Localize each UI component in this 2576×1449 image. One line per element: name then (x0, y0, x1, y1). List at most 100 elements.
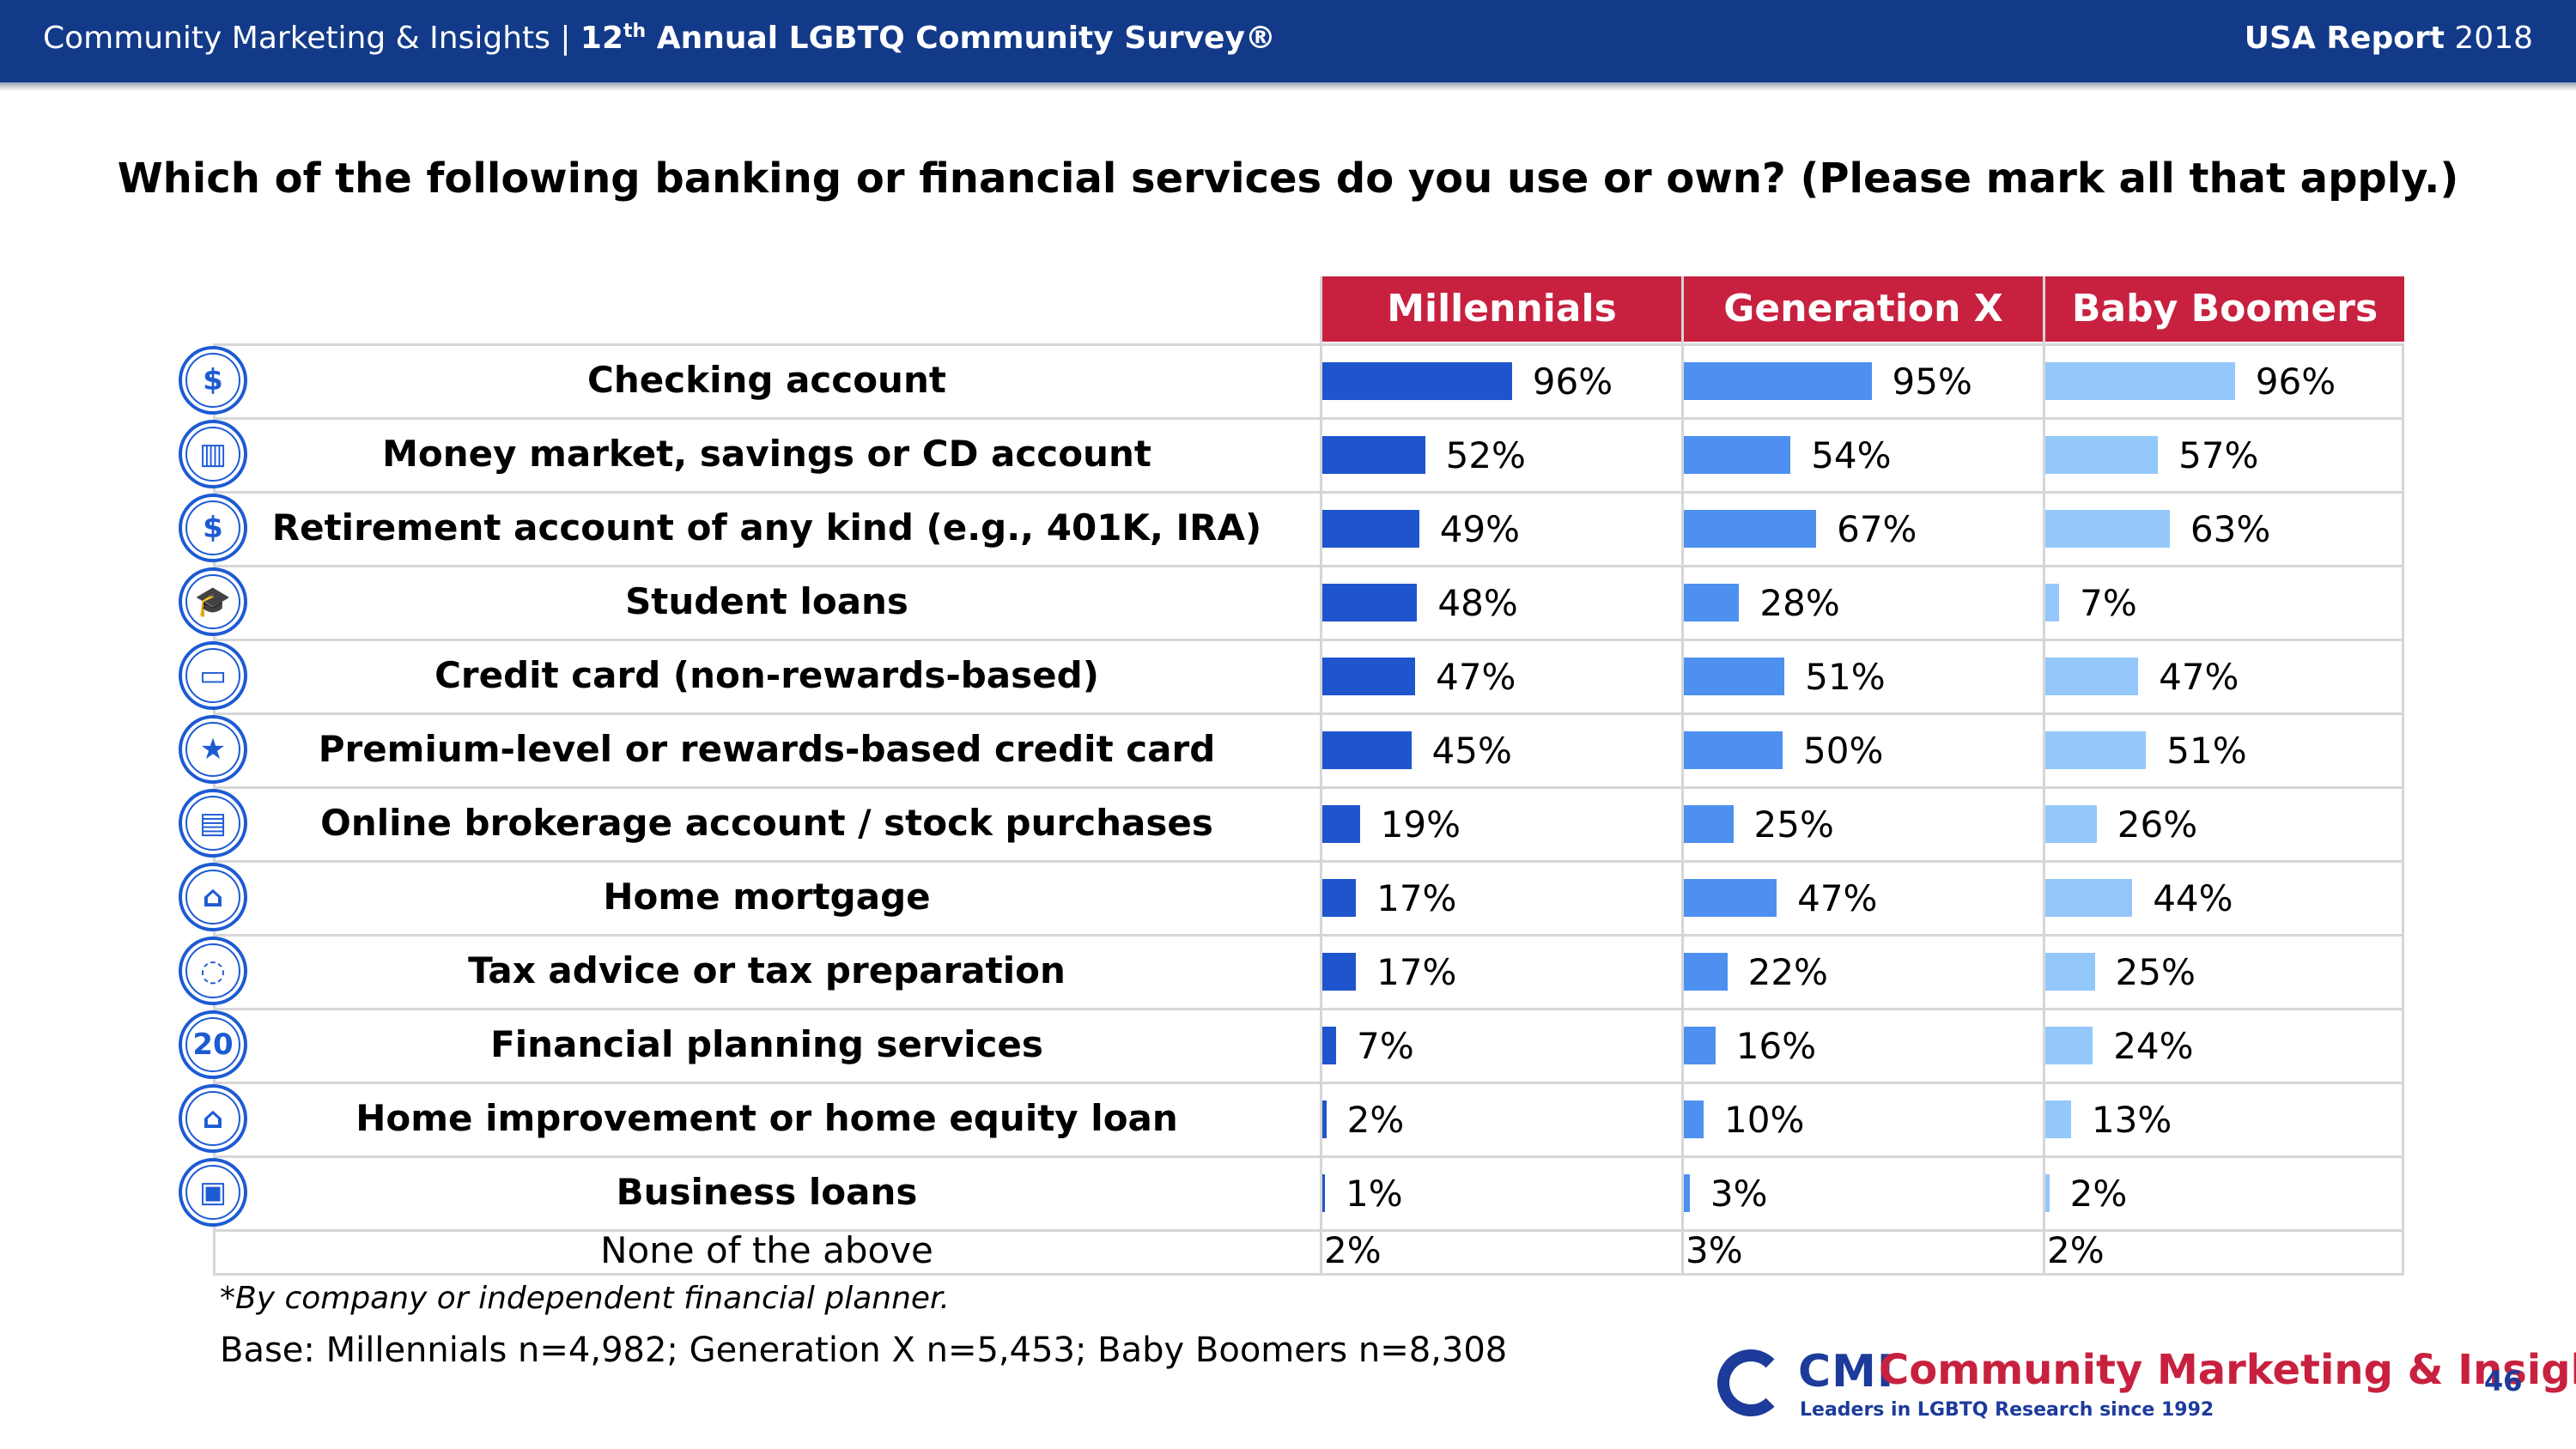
bar-generation-x (1684, 879, 1777, 917)
credit-card-icon-glyph: ▭ (185, 648, 240, 703)
none-row-label: None of the above (600, 1229, 933, 1271)
value-label: 3% (1710, 1173, 1768, 1215)
row-label: Tax advice or tax preparation (468, 949, 1066, 991)
value-label: 54% (1811, 434, 1892, 476)
house-plus-icon-glyph: ⌂ (185, 1091, 240, 1146)
value-label: 24% (2113, 1025, 2194, 1067)
value-label: 19% (1380, 803, 1461, 846)
value-label: 95% (1892, 361, 1972, 403)
rewards-card-icon-glyph: ★ (185, 722, 240, 777)
value-label: 26% (2117, 803, 2198, 846)
money-bag-icon: $ (179, 494, 247, 562)
coin-stack-icon-glyph: ▥ (185, 427, 240, 482)
bar-baby-boomers (2045, 805, 2097, 843)
row-divider (213, 1229, 2404, 1232)
row-divider (213, 934, 2404, 937)
value-label: 25% (1753, 803, 1834, 846)
logo-tagline: Leaders in LGBTQ Research since 1992 (1800, 1399, 2215, 1421)
graduation-cap-icon: 🎓 (179, 567, 247, 636)
bar-baby-boomers (2045, 362, 2235, 400)
column-header-baby-boomers: Baby Boomers (2045, 276, 2404, 342)
logo-short: CMI (1798, 1346, 1895, 1397)
header-report-label: USA Report 2018 (2244, 21, 2533, 56)
value-label: 47% (2159, 656, 2239, 698)
bar-baby-boomers (2045, 510, 2170, 548)
value-label: 7% (1357, 1025, 1414, 1067)
row-divider (213, 786, 2404, 789)
value-label: 13% (2091, 1099, 2172, 1141)
column-divider (1320, 276, 1322, 1276)
bar-millennials (1322, 1174, 1325, 1212)
coin-stack-icon: ▥ (179, 420, 247, 488)
bar-millennials (1322, 1100, 1327, 1138)
house-plus-icon: ⌂ (179, 1084, 247, 1153)
briefcase-icon: ▣ (179, 1158, 247, 1227)
bar-baby-boomers (2045, 584, 2060, 621)
bar-generation-x (1684, 436, 1791, 474)
value-label: 28% (1759, 582, 1840, 624)
bar-generation-x (1684, 584, 1740, 621)
value-label: 63% (2190, 508, 2271, 550)
row-divider (213, 860, 2404, 863)
calendar-20-icon: 20 (179, 1010, 247, 1079)
value-label: 22% (1747, 951, 1828, 993)
dollar-cycle-icon: $ (179, 346, 247, 415)
column-header-millennials: Millennials (1322, 276, 1681, 342)
bar-baby-boomers (2045, 731, 2147, 769)
row-divider (213, 491, 2404, 494)
bar-millennials (1322, 731, 1412, 769)
speech-bubbles-icon: ◌ (179, 937, 247, 1005)
bar-baby-boomers (2045, 1100, 2071, 1138)
value-label: 96% (1532, 361, 1613, 403)
bar-generation-x (1684, 1100, 1704, 1138)
header-shadow (0, 82, 2576, 91)
monitor-chart-icon-glyph: ▤ (185, 796, 240, 851)
value-label: 52% (1445, 434, 1526, 476)
bar-millennials (1322, 953, 1357, 991)
graduation-cap-icon-glyph: 🎓 (185, 574, 240, 629)
bar-baby-boomers (2045, 1027, 2093, 1064)
value-label: 48% (1437, 582, 1518, 624)
value-label: 25% (2115, 951, 2196, 993)
survey-question: Which of the following banking or financ… (117, 155, 2459, 203)
bar-generation-x (1684, 362, 1872, 400)
row-divider (213, 1008, 2404, 1010)
credit-card-icon: ▭ (179, 641, 247, 710)
bar-baby-boomers (2045, 436, 2159, 474)
row-label: Home improvement or home equity loan (355, 1097, 1178, 1139)
row-divider (213, 712, 2404, 715)
value-label: 1% (1346, 1173, 1403, 1215)
value-label: 96% (2255, 361, 2336, 403)
row-divider (213, 1082, 2404, 1084)
row-label: Checking account (587, 359, 946, 401)
bar-generation-x (1684, 731, 1783, 769)
row-divider (213, 1155, 2404, 1158)
value-label: 67% (1837, 508, 1917, 550)
value-label: 17% (1376, 877, 1457, 919)
none-value-millennials: 2% (1324, 1229, 1382, 1271)
bar-millennials (1322, 805, 1360, 843)
row-label: Money market, savings or CD account (382, 433, 1151, 475)
row-divider (213, 417, 2404, 420)
bar-baby-boomers (2045, 658, 2139, 695)
value-label: 7% (2080, 582, 2137, 624)
row-label: Credit card (non-rewards-based) (434, 654, 1099, 696)
value-label: 49% (1439, 508, 1521, 550)
logo-name: Community Marketing & Insights (1879, 1346, 2576, 1394)
bar-millennials (1322, 362, 1512, 400)
bar-baby-boomers (2045, 879, 2133, 917)
logo-ring-icon (1717, 1349, 1784, 1416)
value-label: 47% (1797, 877, 1878, 919)
page-number: 46 (2484, 1365, 2523, 1397)
bar-millennials (1322, 879, 1357, 917)
row-label: Online brokerage account / stock purchas… (320, 802, 1213, 844)
dollar-cycle-icon-glyph: $ (185, 353, 240, 408)
briefcase-icon-glyph: ▣ (185, 1165, 240, 1220)
bar-millennials (1322, 658, 1416, 695)
bar-millennials (1322, 584, 1418, 621)
bar-generation-x (1684, 510, 1817, 548)
value-label: 51% (1805, 656, 1886, 698)
cmi-logo: CMI Community Marketing & Insights Leade… (1717, 1346, 2576, 1423)
bar-baby-boomers (2045, 953, 2095, 991)
money-bag-icon-glyph: $ (185, 500, 240, 555)
